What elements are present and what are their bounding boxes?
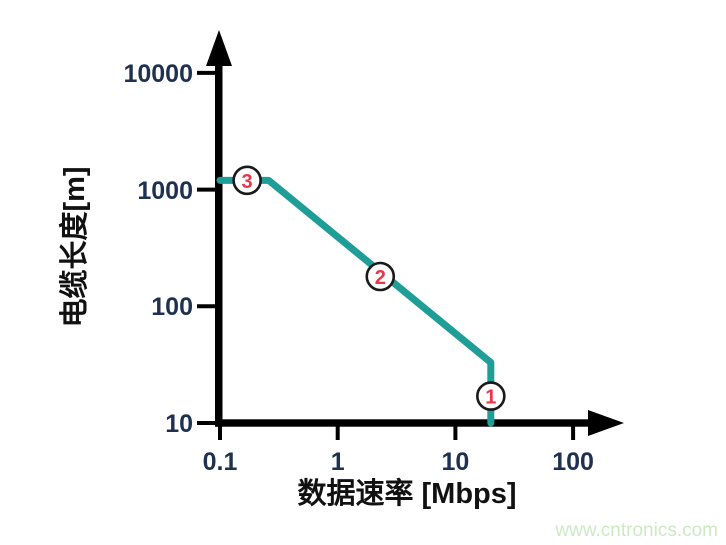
x-tick-label-0.1: 0.1 [203,448,238,476]
marker-number: 1 [485,387,496,409]
marker-circle-icon [365,261,396,292]
marker-number: 2 [375,267,386,289]
x-tick-label-10: 10 [441,448,469,476]
y-axis [197,30,232,427]
x-axis [215,410,624,440]
y-tick-label-10: 10 [165,410,193,438]
marker-circle-icon [232,165,262,196]
y-axis-line [215,58,223,427]
x-axis-title: 数据速率 [Mbps] [297,476,516,510]
x-axis-arrow-icon [588,410,624,436]
curve-markers: 3 2 1 [232,165,506,411]
curve-marker-2: 2 [365,261,396,292]
curve-marker-1: 1 [476,381,506,411]
y-tick-label-1000: 1000 [137,177,193,205]
curve-marker-3: 3 [232,165,262,196]
x-axis-line [215,419,594,427]
marker-circle-icon [476,381,506,411]
x-tick-label-100: 100 [552,448,594,476]
y-axis-title: 电缆长度[m] [58,166,91,327]
watermark-text: www.cntronics.com [554,520,718,541]
y-tick-label-10000: 10000 [123,60,193,88]
data-curve [216,176,495,427]
marker-number: 3 [242,171,253,193]
x-tick-label-1: 1 [331,448,345,476]
y-axis-arrow-icon [206,30,232,66]
y-tick-label-100: 100 [151,293,193,321]
